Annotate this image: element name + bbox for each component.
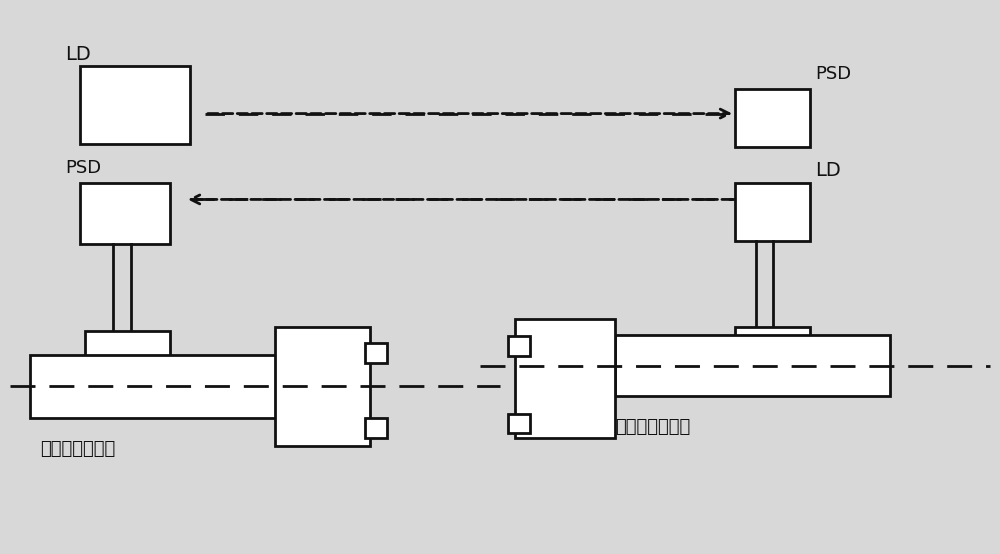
Text: 从动轴（可调）: 从动轴（可调） [615,418,690,436]
Bar [615,335,890,396]
Bar [508,414,530,433]
Bar [508,336,530,356]
Bar [365,343,387,363]
Text: LD: LD [815,161,841,180]
Bar [735,89,810,147]
Text: LD: LD [65,45,91,64]
Bar [85,331,170,357]
Bar [275,327,370,446]
Bar [735,183,810,241]
Bar [365,418,387,438]
Bar [80,66,190,144]
Bar [515,319,615,438]
Bar [80,183,170,244]
Text: 主动轴（固定）: 主动轴（固定） [40,440,115,458]
Text: PSD: PSD [65,160,101,177]
Bar [735,327,810,349]
Text: PSD: PSD [815,65,851,83]
Bar [30,355,295,418]
